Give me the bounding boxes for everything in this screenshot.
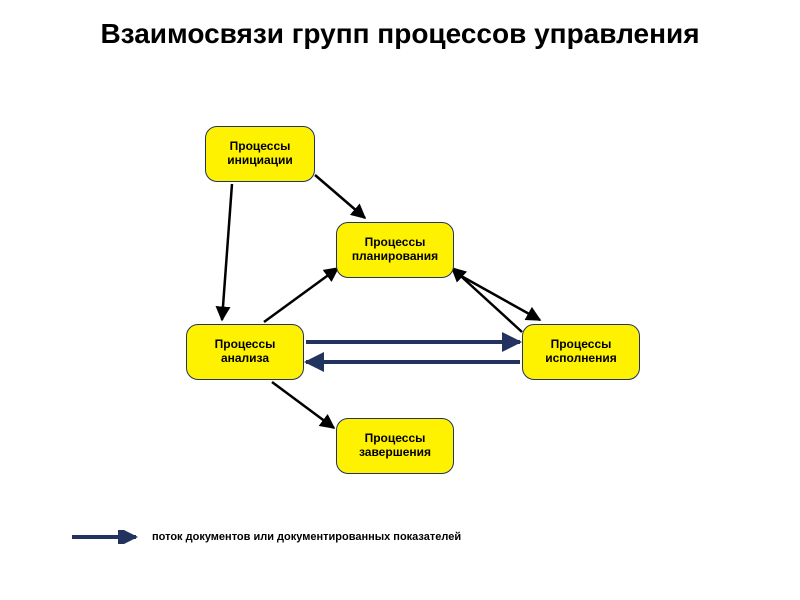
edge-init-to-analysis <box>222 184 232 320</box>
node-label: Процессы завершения <box>359 432 431 460</box>
node-label: Процессы исполнения <box>545 338 617 366</box>
node-close: Процессы завершения <box>336 418 454 474</box>
edge-analysis-to-close <box>272 382 334 428</box>
node-init: Процессы инициации <box>205 126 315 182</box>
diagram-area: Процессы инициации Процессы планирования П… <box>0 0 800 600</box>
edge-plan-to-exec <box>454 272 540 320</box>
edge-init-to-plan <box>315 175 365 218</box>
legend-arrow-icon <box>70 530 140 544</box>
edge-analysis-to-plan <box>264 268 338 322</box>
legend: поток документов или документированных п… <box>70 530 461 544</box>
node-label: Процессы планирования <box>352 236 438 264</box>
arrows-layer <box>0 0 800 600</box>
edge-exec-to-plan <box>452 268 522 332</box>
node-analysis: Процессы анализа <box>186 324 304 380</box>
node-label: Процессы инициации <box>227 140 293 168</box>
node-exec: Процессы исполнения <box>522 324 640 380</box>
node-label: Процессы анализа <box>215 338 276 366</box>
node-plan: Процессы планирования <box>336 222 454 278</box>
legend-label: поток документов или документированных п… <box>152 531 461 543</box>
